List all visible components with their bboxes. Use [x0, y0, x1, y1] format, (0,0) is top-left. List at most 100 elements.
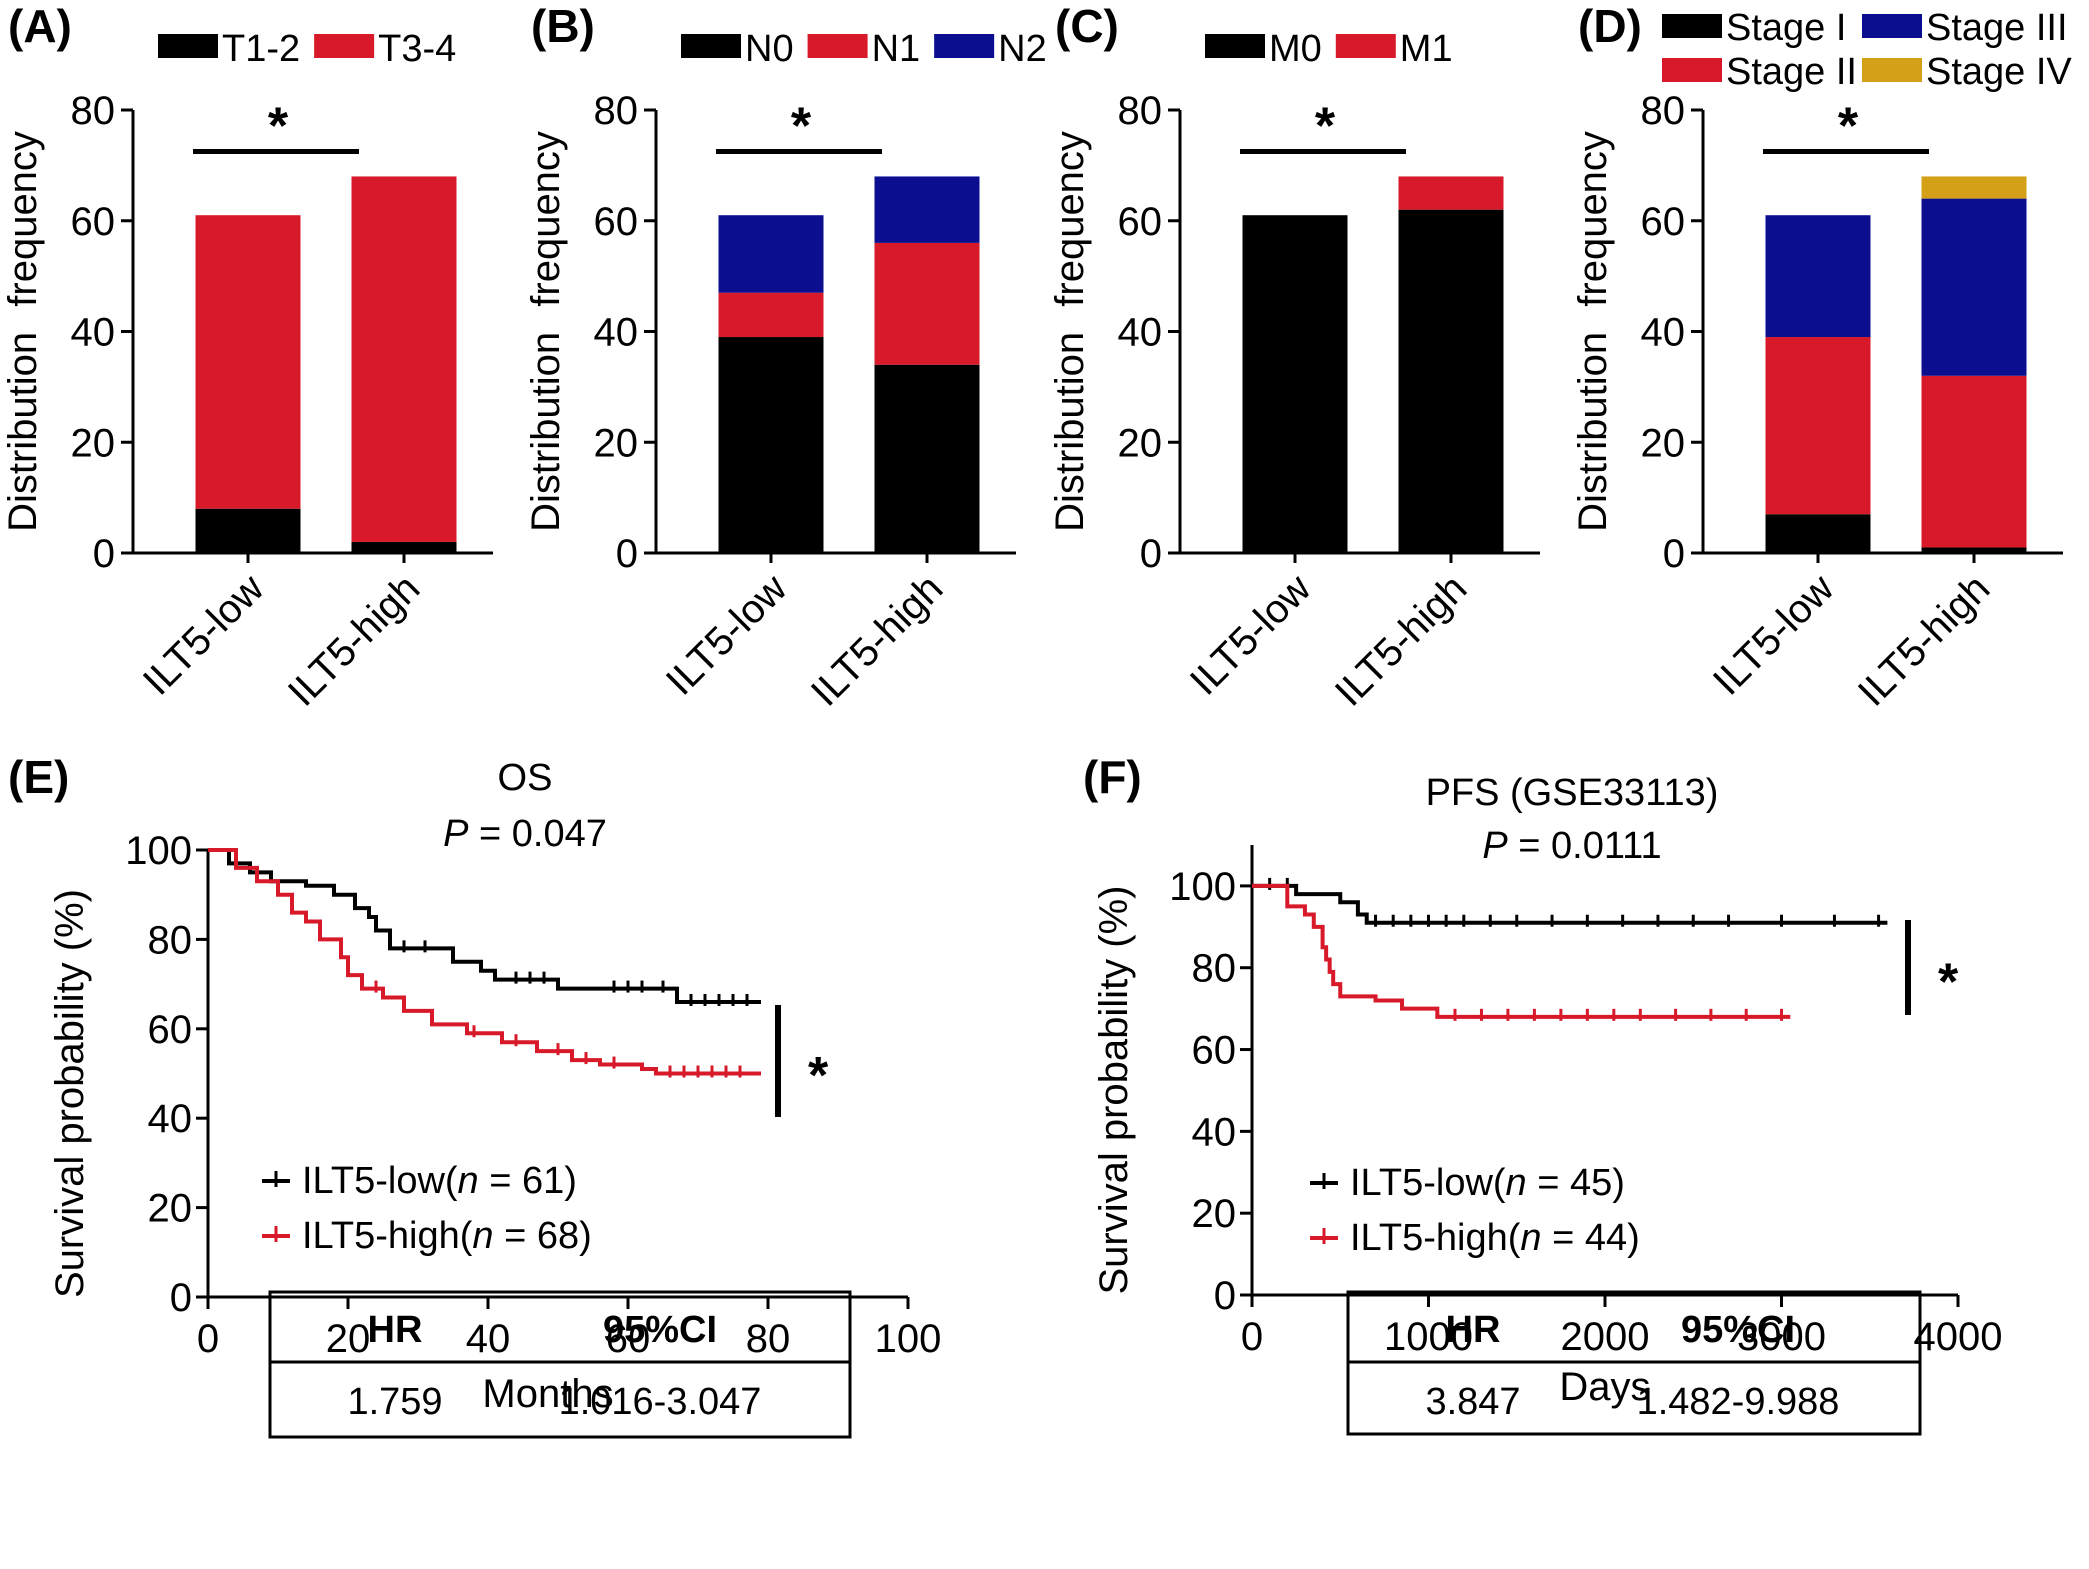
panel-label-B: (B) — [531, 0, 595, 52]
ci-value-F: 1.482-9.988 — [1637, 1381, 1840, 1423]
bar-A-ILT5-high-T1-2 — [351, 541, 457, 553]
bar-D-ILT5-high-Stage-I — [1921, 547, 2027, 553]
x-tick-label-A-1: ILT5-high — [280, 566, 429, 715]
p-value-E: P = 0.047 — [443, 813, 607, 855]
x-tick-label-A-0: ILT5-low — [135, 566, 273, 704]
y-tick-label-C-0: 0 — [1140, 532, 1162, 576]
y-tick-label-D-2: 40 — [1641, 311, 1686, 355]
x-tick-label-E-0: 0 — [197, 1317, 219, 1361]
y-axis-title-A: Distribution frequency — [1, 131, 45, 532]
legend-label-B-0: N0 — [745, 28, 794, 70]
legend-n-value: = 61) — [479, 1160, 577, 1202]
panel-A: (A) T1-2 T3-4 0 20 40 60 80 Distribution frequen… — [1, 0, 493, 715]
legend-label-B-2: N2 — [998, 28, 1047, 70]
km-curve-E-ILT5-high — [208, 848, 761, 1076]
hr-table-E — [268, 1290, 852, 1439]
legend-label-B-1: N1 — [872, 28, 921, 70]
bar-A-ILT5-low-T3-4 — [195, 215, 301, 509]
legend-label-E-0: ILT5-low(n = 61) — [302, 1160, 577, 1202]
legend-swatch-D-3 — [1862, 58, 1922, 82]
y-tick-label-E-3: 60 — [148, 1008, 193, 1052]
y-tick-label-F-2: 40 — [1192, 1110, 1237, 1154]
ci-header-E: 95%CI — [603, 1309, 717, 1351]
legend-swatch-D-1 — [1662, 58, 1722, 82]
p-value-F: P = 0.0111 — [1482, 825, 1661, 867]
x-tick-label-D-0: ILT5-low — [1705, 566, 1843, 704]
p-symbol-E: P — [443, 813, 469, 855]
ci-header-F: 95%CI — [1681, 1309, 1795, 1351]
y-tick-label-F-1: 20 — [1192, 1192, 1237, 1236]
y-tick-label-B-1: 20 — [594, 421, 639, 465]
legend-label-C-1: M1 — [1400, 28, 1453, 70]
y-tick-label-A-2: 40 — [71, 311, 116, 355]
significance-star-D: * — [1838, 97, 1859, 155]
significance-star-B: * — [791, 97, 812, 155]
legend-label-D-1: Stage II — [1726, 51, 1857, 93]
legend-swatch-A-0 — [158, 34, 218, 58]
significance-star-C: * — [1315, 97, 1336, 155]
legend-label-E-1: ILT5-high(n = 68) — [302, 1215, 592, 1257]
p-number-E: = 0.047 — [468, 813, 606, 855]
legend-label-D-2: Stage III — [1926, 7, 2068, 49]
y-tick-label-C-4: 80 — [1118, 89, 1163, 133]
panel-label-D: (D) — [1578, 0, 1642, 52]
y-tick-label-E-4: 80 — [148, 918, 193, 962]
y-tick-label-B-4: 80 — [594, 89, 639, 133]
panel-label-A: (A) — [8, 0, 72, 52]
x-tick-label-B-0: ILT5-low — [658, 566, 796, 704]
x-tick-label-F-2: 2000 — [1561, 1315, 1650, 1359]
bar-D-ILT5-high-Stage-IV — [1921, 176, 2027, 199]
y-tick-label-A-0: 0 — [93, 532, 115, 576]
y-axis-title-B: Distribution frequency — [524, 131, 568, 532]
km-title-F: PFS (GSE33113) — [1426, 772, 1719, 814]
bar-D-ILT5-high-Stage-III — [1921, 198, 2027, 376]
bar-C-ILT5-high-M0 — [1398, 209, 1504, 554]
ci-value-E: 1.016-3.047 — [559, 1381, 762, 1423]
legend-swatch-D-2 — [1862, 14, 1922, 38]
hr-header-E: HR — [368, 1309, 423, 1351]
legend-n-symbol: n — [472, 1215, 493, 1257]
km-title-E: OS — [498, 757, 553, 799]
legend-swatch-A-1 — [314, 34, 375, 58]
y-tick-label-E-0: 0 — [170, 1276, 192, 1320]
p-number-F: = 0.0111 — [1508, 825, 1662, 867]
hr-value-F: 3.847 — [1425, 1381, 1520, 1423]
legend-swatch-C-1 — [1335, 34, 1396, 58]
y-tick-label-D-4: 80 — [1641, 89, 1686, 133]
panel-E: (E) OS P = 0.047 0 20 40 60 80 100 0 20 40 60 80 100 Mo… — [8, 751, 942, 1439]
panel-label-E: (E) — [8, 751, 69, 803]
legend-n-value: = 44) — [1542, 1217, 1640, 1259]
x-tick-label-E-5: 100 — [875, 1317, 942, 1361]
bar-B-ILT5-low-N1 — [718, 292, 824, 338]
y-tick-label-E-1: 20 — [148, 1187, 193, 1231]
bar-D-ILT5-high-Stage-II — [1921, 375, 2027, 548]
bar-B-ILT5-low-N0 — [718, 337, 824, 553]
legend-name: ILT5-low( — [302, 1160, 458, 1202]
legend-label-A-1: T3-4 — [378, 28, 456, 70]
km-curve-E-ILT5-low — [208, 848, 761, 1004]
bar-D-ILT5-low-Stage-I — [1765, 514, 1871, 553]
panel-B: (B) N0 N1 N2 0 20 40 60 80 Distribution frequency… — [524, 0, 1047, 715]
bar-B-ILT5-high-N1 — [874, 242, 980, 365]
y-tick-label-F-3: 60 — [1192, 1029, 1237, 1073]
y-tick-label-E-2: 40 — [148, 1097, 193, 1141]
y-tick-label-E-5: 100 — [125, 829, 192, 873]
legend-label-C-0: M0 — [1269, 28, 1322, 70]
x-tick-label-C-1: ILT5-high — [1327, 566, 1476, 715]
bar-B-ILT5-high-N2 — [874, 176, 980, 243]
y-axis-title-E: Survival probability (%) — [48, 889, 92, 1298]
legend-label-F-1: ILT5-high(n = 44) — [1350, 1217, 1640, 1259]
hr-header-F: HR — [1446, 1309, 1501, 1351]
y-tick-label-B-0: 0 — [616, 532, 638, 576]
y-tick-label-B-3: 60 — [594, 200, 639, 244]
km-curve-F-ILT5-low — [1252, 883, 1888, 925]
x-axis-title-F: Days — [1559, 1365, 1650, 1409]
y-tick-label-F-4: 80 — [1192, 947, 1237, 991]
legend-label-D-3: Stage IV — [1926, 51, 2072, 93]
panel-label-F: (F) — [1083, 751, 1142, 803]
x-tick-label-E-1: 20 — [326, 1317, 371, 1361]
x-tick-label-F-3: 3000 — [1737, 1315, 1826, 1359]
legend-swatch-B-0 — [681, 34, 741, 58]
